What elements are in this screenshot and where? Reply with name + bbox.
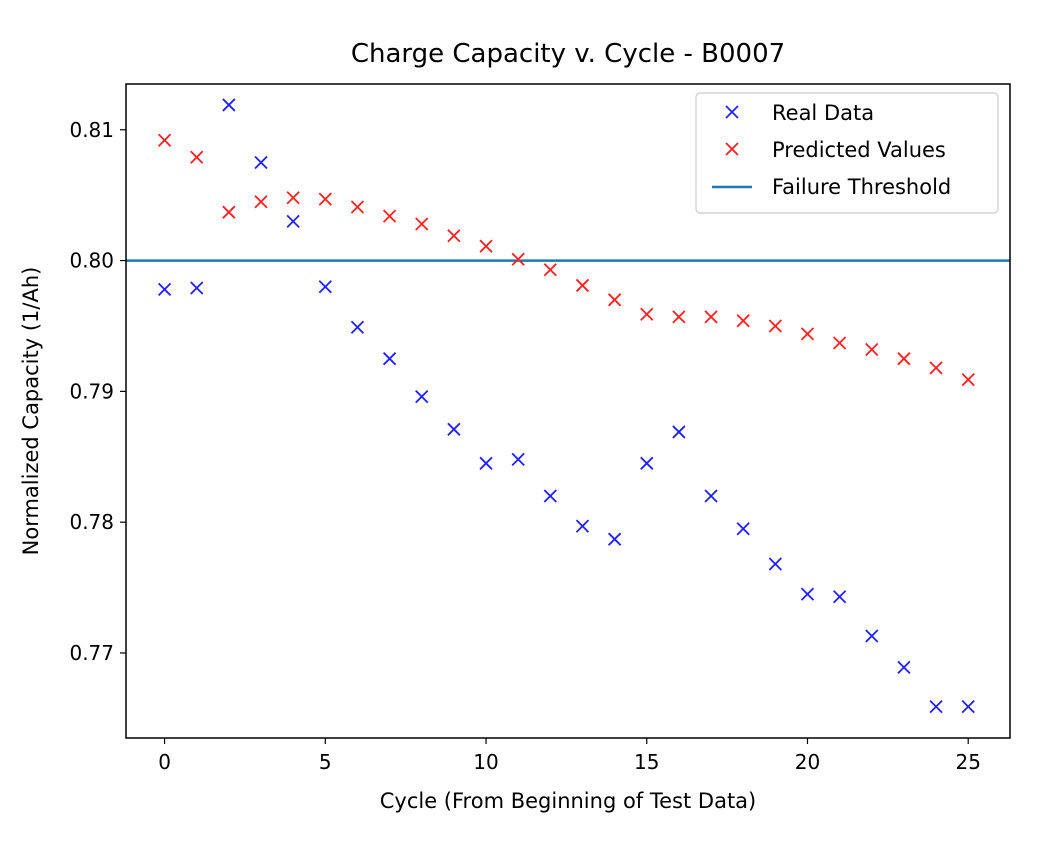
- legend-real-data-x: [725, 105, 739, 119]
- predicted-value-point: [447, 229, 461, 243]
- predicted-value-point: [961, 372, 975, 387]
- real-data-point: [447, 422, 461, 436]
- predicted-value-point: [479, 239, 493, 253]
- real-data-point: [157, 282, 172, 296]
- y-axis-ticks: 0.77 0.78 0.79 0.80 0.81: [69, 118, 126, 665]
- legend-predicted-values-marker: [725, 142, 739, 156]
- predicted-value-point: [157, 133, 172, 147]
- real-data-point: [350, 320, 365, 334]
- real-data-point: [222, 98, 236, 112]
- legend-failure-threshold-label: Failure Threshold: [772, 175, 951, 199]
- y-tick-label: 0.77: [69, 641, 114, 665]
- predicted-value-point: [190, 150, 204, 164]
- real-data-point: [415, 389, 429, 404]
- legend: Real Data Predicted Values Failure Thres…: [695, 92, 999, 214]
- predicted-value-point: [222, 205, 236, 219]
- real-data-point: [897, 660, 911, 675]
- real-data-point: [640, 456, 654, 470]
- predicted-value-point: [575, 278, 590, 293]
- real-data-point: [511, 452, 525, 467]
- predicted-value-point: [543, 263, 557, 277]
- real-data-point: [865, 629, 879, 643]
- real-data-point: [286, 214, 300, 228]
- real-data-point: [736, 522, 750, 536]
- predicted-value-point: [832, 336, 847, 350]
- real-data-point: [382, 352, 397, 366]
- legend-real-data-marker: [725, 105, 739, 119]
- real-data-point: [768, 557, 782, 571]
- chart-title: Charge Capacity v. Cycle - B0007: [351, 39, 785, 69]
- real-data-point: [800, 587, 815, 601]
- y-tick-label: 0.79: [69, 379, 114, 403]
- x-tick-label: 5: [319, 750, 332, 774]
- real-data-point: [832, 590, 847, 604]
- x-axis-ticks: 0 5 10 15 20 25: [158, 738, 981, 774]
- y-tick-label: 0.78: [69, 510, 114, 534]
- real-data-point: [318, 280, 332, 294]
- predicted-value-point: [929, 361, 943, 375]
- predicted-value-point: [350, 200, 365, 214]
- predicted-value-point: [382, 209, 397, 223]
- x-tick-label: 10: [473, 750, 498, 774]
- predicted-value-point: [607, 293, 622, 307]
- predicted-value-point: [511, 252, 525, 266]
- real-data-point: [479, 456, 493, 470]
- x-tick-label: 25: [955, 750, 980, 774]
- plot-area: [126, 98, 1010, 714]
- real-data-point: [575, 519, 590, 533]
- x-tick-label: 0: [158, 750, 171, 774]
- predicted-value-point: [768, 319, 782, 333]
- real-data-point: [961, 699, 975, 714]
- predicted-value-point: [318, 192, 332, 206]
- real-data-point: [543, 489, 557, 503]
- real-data-point: [190, 281, 204, 295]
- predicted-value-point: [897, 352, 911, 366]
- plot-frame: [125, 83, 1011, 739]
- predicted-value-point: [736, 314, 750, 328]
- predicted-value-point: [640, 307, 654, 321]
- real-data-point: [254, 155, 268, 170]
- predicted-value-point: [865, 342, 879, 357]
- y-axis-label: Normalized Capacity (1/Ah): [19, 267, 43, 556]
- x-tick-label: 15: [634, 750, 659, 774]
- predicted-value-point: [415, 217, 429, 231]
- predicted-value-point: [800, 327, 815, 341]
- real-data-point: [672, 425, 686, 439]
- legend-box: [695, 92, 999, 214]
- x-axis-label: Cycle (From Beginning of Test Data): [380, 789, 757, 813]
- predicted-value-point: [286, 191, 300, 205]
- real-data-point: [607, 532, 622, 546]
- legend-predicted-values-label: Predicted Values: [772, 138, 946, 162]
- predicted-value-point: [672, 310, 686, 324]
- legend-real-data-label: Real Data: [772, 101, 874, 125]
- real-data-point: [704, 489, 718, 503]
- predicted-value-point: [254, 195, 268, 209]
- legend-predicted-values-x: [725, 142, 739, 156]
- y-tick-label: 0.81: [69, 118, 114, 142]
- real-data-point: [929, 699, 943, 714]
- x-tick-label: 20: [795, 750, 820, 774]
- predicted-value-point: [704, 310, 718, 324]
- y-tick-label: 0.80: [69, 249, 114, 273]
